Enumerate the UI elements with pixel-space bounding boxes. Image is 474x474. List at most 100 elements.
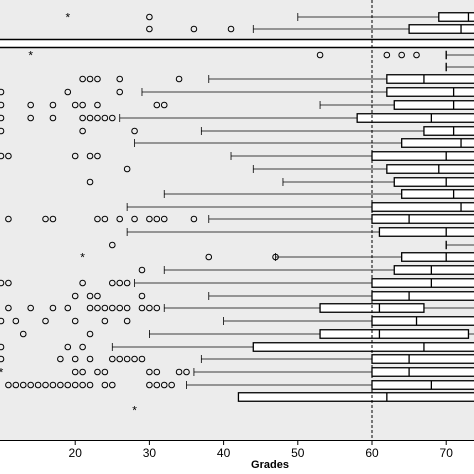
outlier-point xyxy=(116,279,124,287)
outlier-point xyxy=(19,330,27,338)
box xyxy=(423,126,474,136)
outlier-point xyxy=(86,114,94,122)
outlier-point xyxy=(71,101,79,109)
outlier-point xyxy=(146,25,153,33)
outlier-point xyxy=(94,75,101,83)
outlier-point xyxy=(64,88,72,96)
outlier-point xyxy=(146,13,153,21)
outlier-point xyxy=(5,381,12,389)
outlier-point xyxy=(138,355,146,363)
box-row xyxy=(0,100,474,110)
outlier-point xyxy=(12,381,20,389)
box xyxy=(386,74,474,84)
outlier-point xyxy=(86,75,94,83)
box xyxy=(371,367,474,377)
box-row xyxy=(5,214,474,224)
box-row xyxy=(126,227,474,237)
outlier-point xyxy=(0,343,5,351)
x-tick-label: 50 xyxy=(291,446,305,460)
outlier-point xyxy=(146,304,153,312)
outlier-point xyxy=(138,266,146,274)
outlier-point xyxy=(190,25,198,33)
outlier-point xyxy=(5,279,12,287)
box xyxy=(371,278,474,288)
box-row xyxy=(0,354,474,364)
outlier-point xyxy=(71,317,79,325)
outlier-point xyxy=(146,215,153,223)
outlier-point xyxy=(27,381,34,389)
outlier-point xyxy=(131,355,138,363)
outlier-point xyxy=(86,355,94,363)
outlier-point xyxy=(27,114,34,122)
box-row xyxy=(0,87,474,97)
outlier-point xyxy=(109,241,116,249)
outlier-point xyxy=(153,304,161,312)
box-row xyxy=(0,126,474,136)
x-axis-ticks: 20 30 40 50 60 70 xyxy=(69,440,454,460)
box-row xyxy=(138,265,474,275)
outlier-point xyxy=(109,304,116,312)
box-row: * xyxy=(28,49,474,63)
outlier-point xyxy=(79,101,86,109)
box-row xyxy=(146,24,474,34)
outlier-point xyxy=(79,279,86,287)
panel-strip xyxy=(0,40,474,47)
outlier-point xyxy=(71,368,79,376)
outlier-point xyxy=(42,215,49,223)
box xyxy=(401,189,474,199)
box-row xyxy=(79,74,474,84)
box xyxy=(393,265,474,275)
outlier-point xyxy=(123,355,131,363)
box-row xyxy=(0,113,474,123)
outlier-point xyxy=(123,304,131,312)
box xyxy=(371,316,474,326)
outlier-point xyxy=(71,355,79,363)
outlier-point xyxy=(116,215,124,223)
box xyxy=(371,380,474,390)
outlier-point xyxy=(57,381,64,389)
outlier-point xyxy=(0,101,5,109)
outlier-point xyxy=(168,381,175,389)
extreme-point: * xyxy=(0,366,4,380)
outlier-point xyxy=(138,304,146,312)
box xyxy=(319,329,470,339)
outlier-point xyxy=(64,304,72,312)
outlier-point xyxy=(153,368,161,376)
outlier-point xyxy=(0,279,5,287)
outlier-point xyxy=(0,114,5,122)
outlier-point xyxy=(71,152,79,160)
outlier-point xyxy=(383,51,391,59)
outlier-point xyxy=(123,279,131,287)
outlier-point xyxy=(49,101,57,109)
outlier-point xyxy=(109,381,116,389)
outlier-point xyxy=(153,215,161,223)
outlier-point xyxy=(49,215,57,223)
outlier-point xyxy=(109,355,116,363)
outlier-point xyxy=(19,381,27,389)
box xyxy=(371,214,474,224)
outlier-point xyxy=(42,317,49,325)
outlier-point xyxy=(0,88,5,96)
outlier-point xyxy=(272,253,279,261)
outlier-point xyxy=(94,114,101,122)
outlier-point xyxy=(101,304,109,312)
outlier-point xyxy=(57,355,64,363)
box xyxy=(371,202,474,212)
box-rows: * * * * * xyxy=(0,11,474,418)
box xyxy=(237,392,474,402)
box xyxy=(408,24,474,34)
outlier-point xyxy=(71,292,79,300)
box-row xyxy=(445,62,474,72)
outlier-point xyxy=(0,127,5,135)
outlier-point xyxy=(64,381,72,389)
box xyxy=(252,342,474,352)
x-tick-label: 70 xyxy=(440,446,454,460)
box xyxy=(393,100,474,110)
outlier-point xyxy=(0,317,5,325)
outlier-point xyxy=(86,330,94,338)
box-row xyxy=(0,278,474,288)
outlier-point xyxy=(146,368,153,376)
outlier-point xyxy=(64,343,72,351)
outlier-point xyxy=(49,381,57,389)
